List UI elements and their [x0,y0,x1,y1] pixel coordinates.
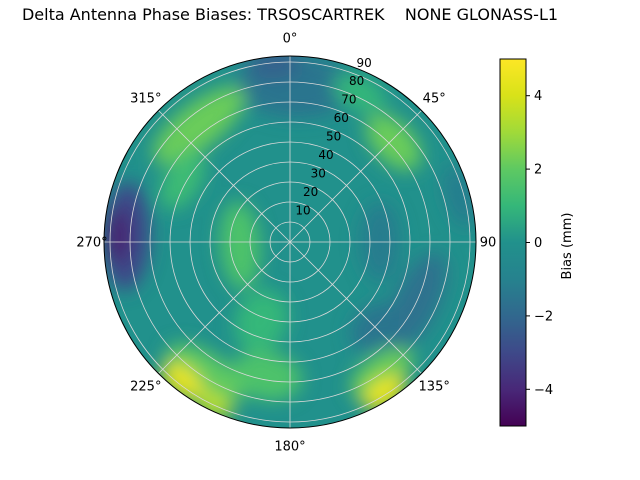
colorbar-tick-label: −4 [534,383,553,398]
radial-tick-label: 20 [303,185,318,199]
contour-region [234,289,289,353]
angular-tick-label: 315° [130,91,161,106]
contour-region [160,150,205,210]
radial-tick-label: 80 [349,74,364,88]
radial-tick-label: 10 [295,204,310,218]
colorbar: 4 2 0 −2 −4 Bias (mm) [499,58,575,427]
angular-tick-label: 45° [423,91,446,106]
radial-tick-label: 60 [334,111,349,125]
radial-tick-labels: 10 20 30 40 50 60 70 80 90 [295,56,371,218]
angular-tick-label: 225° [130,380,161,395]
grid-spoke [158,241,291,374]
angular-tick-label: 90 [480,236,497,251]
angular-tick-label: 0° [283,32,298,47]
contour-region [365,113,422,171]
radial-tick-label: 70 [341,93,356,107]
contour-blobs [104,56,476,419]
polar-plot-area: 0° 45° 90 135° 180° 225° 270° 315° 10 20 30 40 50 60… [76,32,496,455]
plot-outline [103,55,477,429]
contour-region [152,86,246,164]
colorbar-gradient [499,58,527,427]
radial-tick-label: 50 [326,130,341,144]
colorbar-tick-label: 2 [534,163,542,178]
colorbar-tick-label: −2 [534,309,553,324]
contour-region [106,208,131,264]
radial-tick-label: 90 [357,56,372,70]
grid-spoke [158,110,291,243]
radial-tick-label: 40 [318,148,333,162]
angular-tick-labels: 0° 45° 90 135° 180° 225° 270° 315° [76,32,496,455]
contour-region [230,351,303,401]
contour-region [333,74,386,113]
colorbar-tick-label: 0 [534,236,542,251]
colorbar-tick-label: 4 [534,89,542,104]
angular-tick-label: 180° [274,440,305,455]
chart-title: Delta Antenna Phase Biases: TRSOSCARTREK… [21,5,559,24]
contour-region [166,343,244,403]
grid-spoke [289,241,422,374]
polar-grid [104,56,476,428]
contour-region [219,201,261,290]
angular-tick-label: 270° [76,236,107,251]
radial-tick-label: 30 [311,167,326,181]
angular-tick-label: 135° [419,380,450,395]
grid-spoke [289,110,422,243]
colorbar-tick-group: 4 2 0 −2 −4 [526,89,553,398]
colorbar-axis-label: Bias (mm) [560,213,575,280]
